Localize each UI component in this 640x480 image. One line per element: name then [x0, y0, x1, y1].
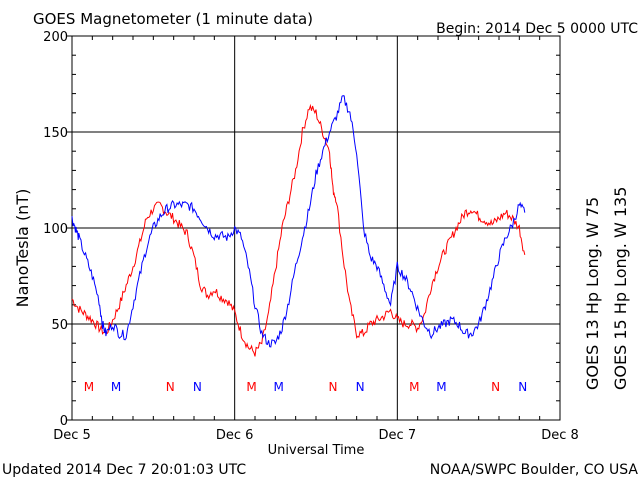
begin-time-label: Begin: 2014 Dec 5 0000 UTC	[436, 21, 638, 37]
x-tick-label: Dec 5	[53, 428, 91, 443]
y-tick-label: 0	[60, 414, 68, 429]
mn-marker: M	[111, 380, 121, 394]
y-axis-title: NanoTesla (nT)	[13, 189, 32, 308]
mn-marker: N	[328, 380, 337, 394]
x-axis-ticks: Dec 5 Dec 6 Dec 7 Dec 8	[53, 36, 579, 443]
legend-goes13: GOES 13 Hp Long. W 75	[583, 197, 602, 390]
series-line-1	[71, 95, 526, 348]
mn-marker: N	[166, 380, 175, 394]
x-tick-label: Dec 7	[379, 428, 417, 443]
series-layer	[71, 95, 526, 357]
grid-lines	[72, 36, 560, 420]
legend-goes15: GOES 15 Hp Long. W 135	[611, 187, 630, 390]
y-tick-label: 200	[43, 30, 68, 45]
mn-marker: N	[518, 380, 527, 394]
y-tick-label: 150	[43, 126, 68, 141]
updated-timestamp: Updated 2014 Dec 7 20:01:03 UTC	[2, 462, 246, 478]
mn-marker: N	[193, 380, 202, 394]
chart-title: GOES Magnetometer (1 minute data)	[33, 10, 313, 28]
y-axis-ticks: 0 50 100 150 200	[43, 30, 560, 429]
mn-marker: M	[436, 380, 446, 394]
series-line-0	[71, 103, 526, 357]
x-tick-label: Dec 8	[541, 428, 579, 443]
mn-marker: M	[246, 380, 256, 394]
mn-marker: M	[84, 380, 94, 394]
mn-marker: N	[491, 380, 500, 394]
credit-label: NOAA/SWPC Boulder, CO USA	[430, 462, 639, 478]
mn-marker: M	[274, 380, 284, 394]
y-tick-label: 100	[43, 222, 68, 237]
mn-marker: N	[356, 380, 365, 394]
mn-marker: M	[409, 380, 419, 394]
x-tick-label: Dec 6	[216, 428, 254, 443]
y-tick-label: 50	[51, 318, 68, 333]
x-axis-title: Universal Time	[268, 443, 365, 458]
